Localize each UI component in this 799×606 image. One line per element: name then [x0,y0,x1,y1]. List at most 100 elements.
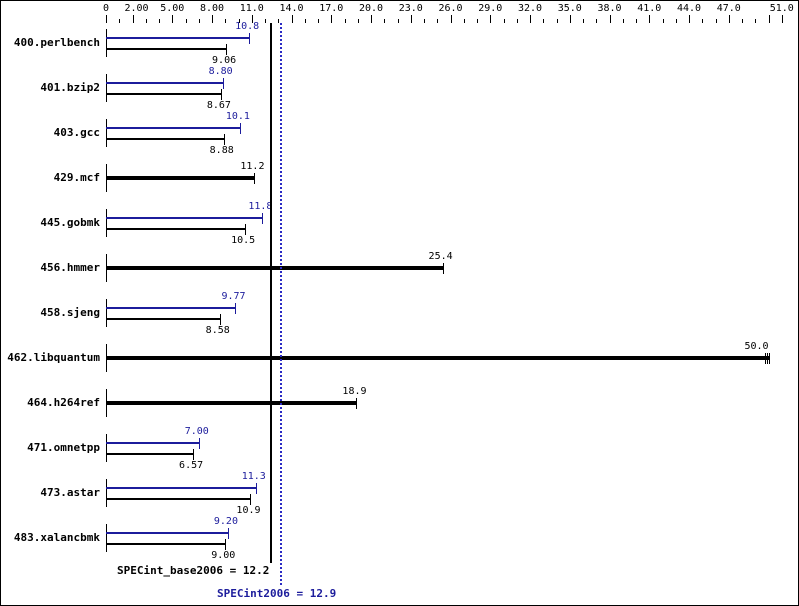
x-tick [371,15,372,23]
x-tick-label: 2.00 [124,3,149,14]
benchmark-label: 471.omnetpp [27,441,100,454]
base-value-label: 8.67 [206,100,231,111]
base-bar-cap [356,398,358,409]
peak-bar [106,532,228,534]
x-tick-label: 35.0 [557,3,582,14]
peak-value-label: 10.1 [225,111,250,122]
x-tick [424,19,425,23]
x-tick-label: 38.0 [597,3,622,14]
base-bar [106,401,357,405]
x-tick [172,15,174,23]
peak-bar-cap [235,303,237,314]
x-tick-label: 29.0 [478,3,503,14]
x-tick [331,15,333,23]
base-bar-cap [442,263,444,274]
peak-value-label: 11.8 [248,201,273,212]
x-tick [569,15,571,23]
base-bar-cap [225,539,227,550]
base-bar-cap [250,494,252,505]
base-bar [106,93,221,95]
base-value-label: 10.5 [231,235,256,246]
peak-summary-label: SPECint2006 = 12.9 [217,587,337,600]
benchmark-label: 403.gcc [53,126,100,139]
x-tick-label: 0 [103,3,110,14]
x-tick [437,19,439,23]
base-bar [106,176,255,180]
base-value-label: 9.00 [211,550,236,561]
base-bar [106,228,246,230]
row-axis [106,524,107,552]
base-bar [106,266,443,270]
x-tick [265,19,266,23]
base-bar [106,356,769,360]
x-tick [357,19,359,23]
peak-bar [106,82,223,84]
x-tick [543,19,545,23]
base-bar [106,498,251,500]
x-tick [119,19,121,23]
x-tick [742,19,743,23]
base-bar-cap [223,134,225,145]
x-tick-label: 47.0 [716,3,741,14]
x-tick [728,15,730,23]
x-tick-label: 32.0 [518,3,543,14]
base-summary-label: SPECint_base2006 = 12.2 [117,564,270,577]
x-tick [318,19,319,23]
base-value-label: 50.0 [744,341,769,352]
peak-value-label: 10.8 [235,21,260,32]
base-bar-cap [193,449,195,460]
base-reference-line [270,23,272,563]
x-tick [198,19,200,23]
row-axis [106,479,107,507]
x-tick [410,15,412,23]
x-tick-label: 44.0 [677,3,702,14]
peak-bar [106,217,263,219]
x-tick [463,19,465,23]
benchmark-label: 445.gobmk [40,216,100,229]
x-tick [238,19,240,23]
base-value-label: 6.57 [179,460,204,471]
x-tick [477,19,478,23]
x-tick-label: 5.00 [160,3,185,14]
x-tick [251,15,253,23]
x-tick [450,15,452,23]
peak-bar [106,37,250,39]
x-tick-label: 26.0 [438,3,463,14]
base-bar [106,138,224,140]
x-tick [689,15,690,23]
x-tick [397,19,399,23]
x-tick [530,15,531,23]
x-tick [556,19,558,23]
base-bar [106,543,226,545]
peak-bar-cap [262,213,264,224]
base-bar [106,318,220,320]
base-value-label: 11.2 [240,161,265,172]
x-tick [609,15,611,23]
x-tick [344,19,346,23]
x-tick [278,19,280,23]
x-tick-label: 14.0 [279,3,304,14]
x-tick [662,19,664,23]
x-tick-label: 41.0 [637,3,662,14]
x-tick [781,15,783,23]
x-tick [675,19,677,23]
peak-bar [106,487,256,489]
x-tick [622,19,624,23]
x-tick-label: 20.0 [359,3,384,14]
x-tick [583,19,584,23]
x-tick [490,15,492,23]
peak-bar-cap [255,483,257,494]
benchmark-label: 458.sjeng [40,306,100,319]
base-bar-cap [254,173,256,184]
x-tick [212,15,213,23]
x-tick [649,15,651,23]
x-tick [516,19,518,23]
row-axis [106,209,107,237]
base-value-label: 25.4 [428,251,453,262]
x-tick [636,19,637,23]
benchmark-label: 456.hmmer [40,261,100,274]
peak-bar [106,307,236,309]
peak-bar [106,442,199,444]
benchmark-label: 400.perlbench [13,36,100,49]
x-tick [384,19,386,23]
